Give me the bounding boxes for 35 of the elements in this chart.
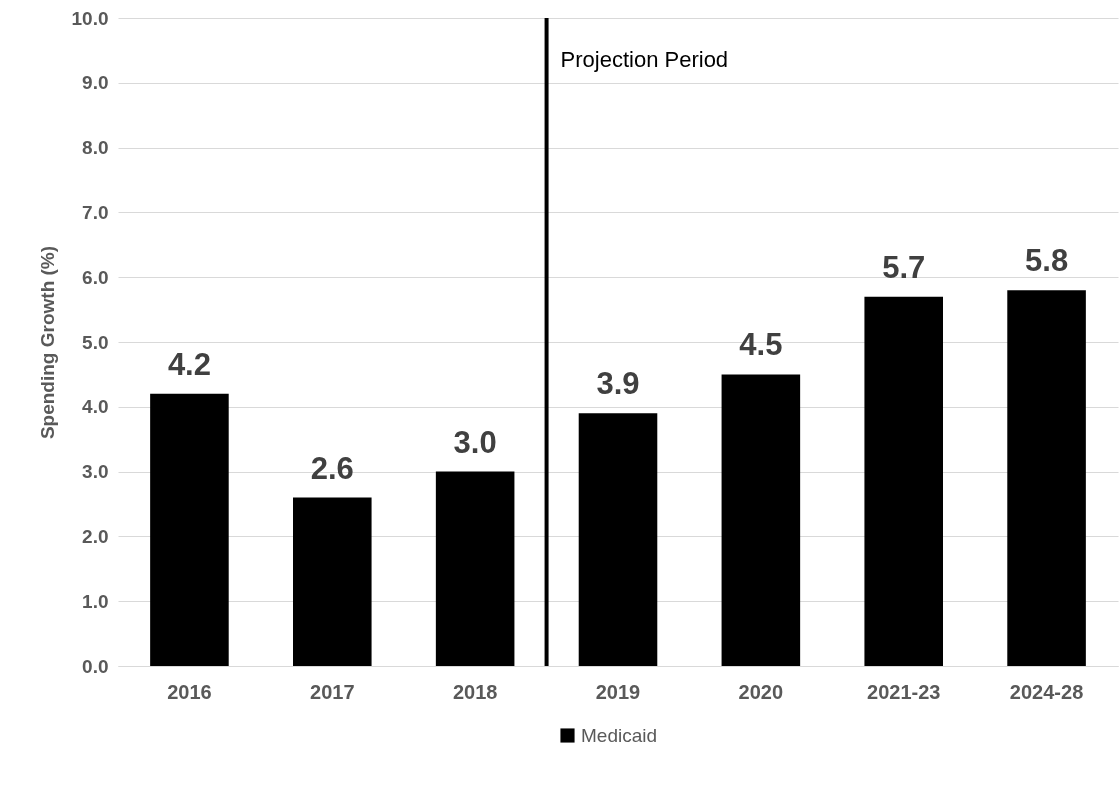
x-tick-label: 2021-23 (867, 680, 941, 703)
y-tick-label: 1.0 (82, 590, 109, 612)
bar (293, 497, 372, 666)
x-tick-label: 2017 (310, 680, 355, 703)
text: 5.8 (1025, 243, 1069, 279)
bar (150, 393, 229, 666)
y-tick-label: 3.0 (82, 461, 109, 483)
y-tick-label: 0.0 (82, 655, 109, 677)
ref-line-label: Projection Period (560, 47, 729, 72)
bar (864, 296, 943, 666)
y-tick-label: 7.0 (82, 201, 109, 223)
x-tick-label: 2019 (595, 680, 641, 703)
y-tick-label: 6.0 (82, 266, 109, 288)
bar (1007, 290, 1086, 666)
x-tick-label: 2024-28 (1009, 680, 1084, 703)
x-tick-label: 2016 (167, 680, 212, 703)
text: 5.7 (882, 249, 926, 285)
y-tick-label: 8.0 (82, 137, 109, 159)
text: 3.0 (453, 424, 497, 460)
x-tick-label: 2020 (738, 680, 784, 703)
text: 4.5 (739, 327, 783, 363)
text: 3.9 (596, 366, 640, 402)
text: 4.2 (167, 346, 211, 382)
y-tick-label: 9.0 (82, 72, 109, 94)
legend-label: Medicaid (581, 724, 658, 746)
bar (578, 413, 658, 666)
y-tick-label: 10.0 (71, 7, 109, 29)
x-tick-label: 2018 (452, 680, 498, 703)
y-tick-label: 4.0 (82, 396, 109, 418)
y-tick-label: 2.0 (82, 525, 109, 547)
text: 2.6 (310, 450, 354, 486)
bar (435, 471, 515, 666)
y-tick-label: 5.0 (82, 331, 109, 353)
y-axis-title: Spending Growth (%) (36, 245, 58, 440)
bar (721, 374, 801, 666)
